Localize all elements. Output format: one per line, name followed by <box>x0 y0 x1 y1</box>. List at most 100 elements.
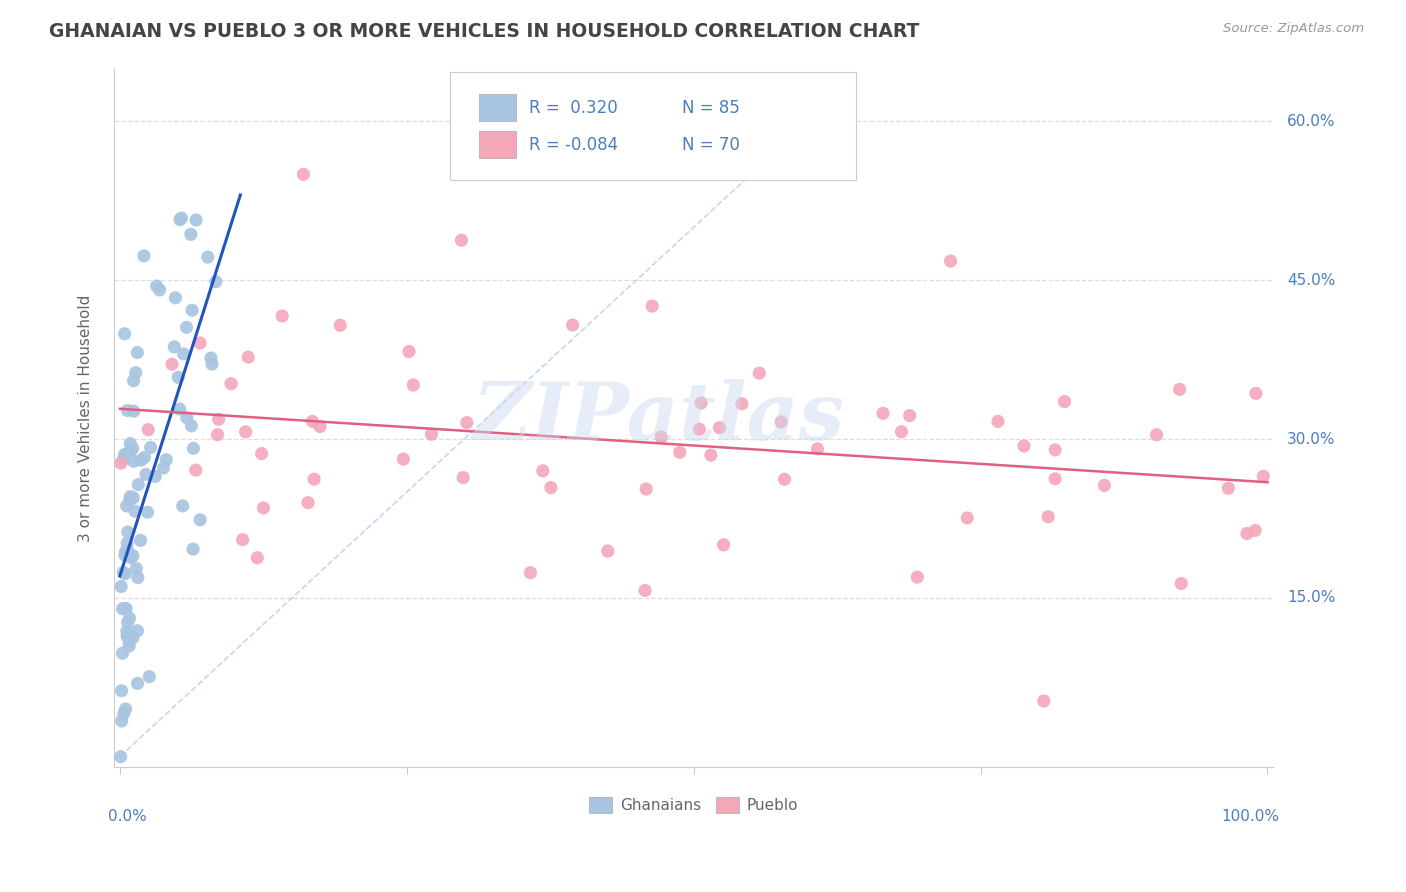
Point <box>188 513 211 527</box>
Point <box>180 227 202 242</box>
Text: R =  0.320: R = 0.320 <box>529 99 617 117</box>
Point <box>163 340 186 354</box>
Point <box>250 447 273 461</box>
Point <box>117 543 139 558</box>
Point <box>641 299 664 313</box>
Point <box>127 571 149 585</box>
Point <box>110 749 132 764</box>
Text: 15.0%: 15.0% <box>1286 591 1336 606</box>
Point <box>139 441 162 455</box>
Point <box>773 472 796 486</box>
Point <box>127 477 149 491</box>
Text: 30.0%: 30.0% <box>1286 432 1336 447</box>
Point <box>114 702 136 716</box>
Point <box>136 505 159 519</box>
Point <box>1043 442 1066 457</box>
Point <box>271 309 294 323</box>
Point <box>987 414 1010 428</box>
Point <box>1053 394 1076 409</box>
Point <box>117 403 139 417</box>
Point <box>129 453 152 467</box>
Point <box>122 491 145 505</box>
Point <box>540 481 562 495</box>
FancyBboxPatch shape <box>450 72 856 180</box>
Point <box>180 418 202 433</box>
Text: 0.0%: 0.0% <box>108 809 148 824</box>
Point <box>181 542 204 557</box>
Point <box>531 464 554 478</box>
Point <box>124 504 146 518</box>
Point <box>302 472 325 486</box>
Point <box>118 629 141 643</box>
Point <box>197 250 219 264</box>
Point <box>956 511 979 525</box>
Point <box>127 676 149 690</box>
Point <box>1244 386 1267 401</box>
FancyBboxPatch shape <box>479 95 516 121</box>
Point <box>1036 509 1059 524</box>
Point <box>121 442 143 456</box>
Point <box>114 326 136 341</box>
Point <box>297 496 319 510</box>
Point <box>301 414 323 428</box>
Point <box>184 463 207 477</box>
Point <box>169 402 191 417</box>
Point <box>201 357 224 371</box>
Point <box>329 318 352 333</box>
Point <box>114 548 136 562</box>
Point <box>138 670 160 684</box>
Point <box>155 452 177 467</box>
Point <box>112 566 135 580</box>
Y-axis label: 3 or more Vehicles in Household: 3 or more Vehicles in Household <box>79 294 93 541</box>
Point <box>165 291 187 305</box>
Point <box>1012 439 1035 453</box>
Point <box>1146 427 1168 442</box>
Point <box>939 254 962 268</box>
Point <box>111 646 134 660</box>
Point <box>200 351 222 365</box>
Point <box>1032 694 1054 708</box>
Point <box>115 624 138 639</box>
Point <box>169 212 191 227</box>
Point <box>519 566 541 580</box>
Point <box>115 499 138 513</box>
Point <box>806 442 828 456</box>
Point <box>456 416 478 430</box>
Point <box>127 345 149 359</box>
Point <box>115 601 138 615</box>
Text: GHANAIAN VS PUEBLO 3 OR MORE VEHICLES IN HOUSEHOLD CORRELATION CHART: GHANAIAN VS PUEBLO 3 OR MORE VEHICLES IN… <box>49 22 920 41</box>
Point <box>1253 469 1275 483</box>
Point <box>634 583 657 598</box>
Point <box>636 482 658 496</box>
Point <box>148 283 170 297</box>
Point <box>246 550 269 565</box>
Point <box>176 410 198 425</box>
Text: 45.0%: 45.0% <box>1286 273 1336 288</box>
Point <box>114 566 136 581</box>
Point <box>122 549 145 563</box>
Point <box>1092 478 1115 492</box>
Text: N = 70: N = 70 <box>682 136 740 153</box>
Point <box>115 536 138 550</box>
Point <box>110 580 132 594</box>
Point <box>170 211 193 225</box>
Point <box>172 499 194 513</box>
Point <box>122 374 145 388</box>
Point <box>125 561 148 575</box>
Point <box>118 611 141 625</box>
Text: 60.0%: 60.0% <box>1286 114 1336 129</box>
Point <box>402 378 425 392</box>
Point <box>890 425 912 439</box>
Point <box>135 467 157 482</box>
Point <box>129 533 152 548</box>
Point <box>183 442 205 456</box>
Point <box>1170 576 1192 591</box>
Point <box>690 396 713 410</box>
Point <box>1043 472 1066 486</box>
Point <box>309 419 332 434</box>
Point <box>207 427 229 442</box>
Point <box>219 376 242 391</box>
Point <box>112 706 135 721</box>
Point <box>132 249 155 263</box>
Point <box>238 350 260 364</box>
